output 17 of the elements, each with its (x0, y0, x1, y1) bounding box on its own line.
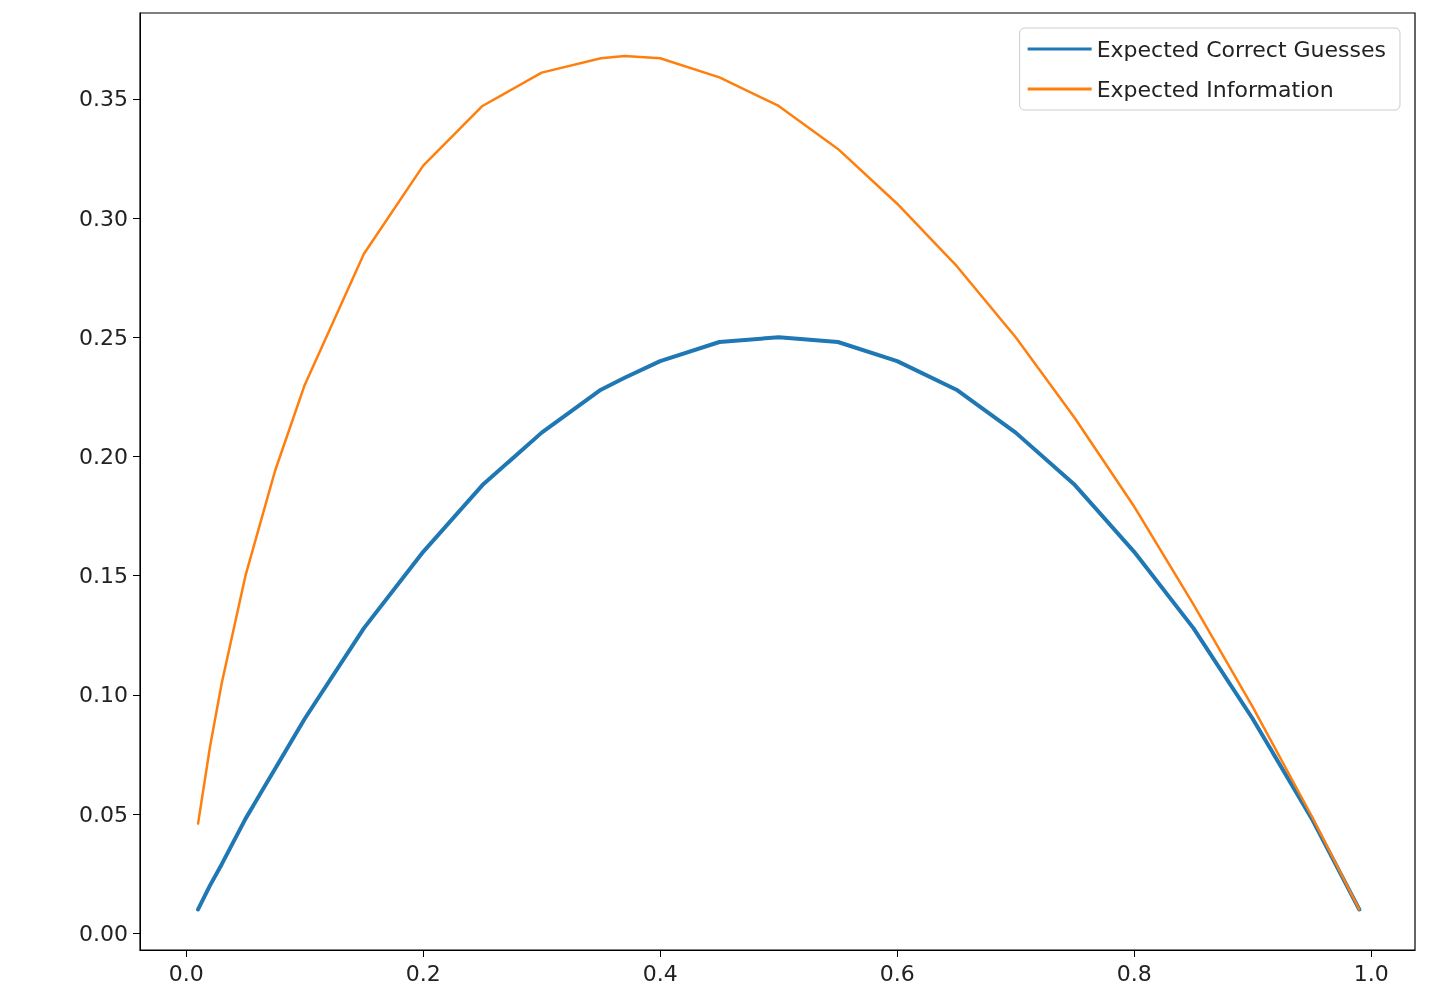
legend-label: Expected Correct Guesses (1096, 36, 1386, 62)
x-tick-label: 0.6 (879, 960, 915, 986)
y-tick-label: 0.20 (79, 443, 128, 469)
x-tick-label: 0.0 (168, 960, 204, 986)
x-tick-label: 0.2 (405, 960, 441, 986)
y-tick-label: 0.15 (79, 563, 128, 589)
x-tick-label: 0.4 (642, 960, 678, 986)
line-series (196, 335, 1362, 912)
x-tick-label: 0.8 (1116, 960, 1152, 986)
x-tick-label: 1.0 (1353, 960, 1389, 986)
y-tick-label: 0.25 (79, 324, 128, 350)
y-tick-label: 0.35 (79, 86, 128, 112)
y-tick-label: 0.10 (79, 682, 128, 708)
y-tick-label: 0.00 (79, 920, 128, 946)
y-tick-label: 0.30 (79, 205, 128, 231)
y-tick-label: 0.05 (79, 801, 128, 827)
legend-label: Expected Information (1096, 76, 1334, 102)
